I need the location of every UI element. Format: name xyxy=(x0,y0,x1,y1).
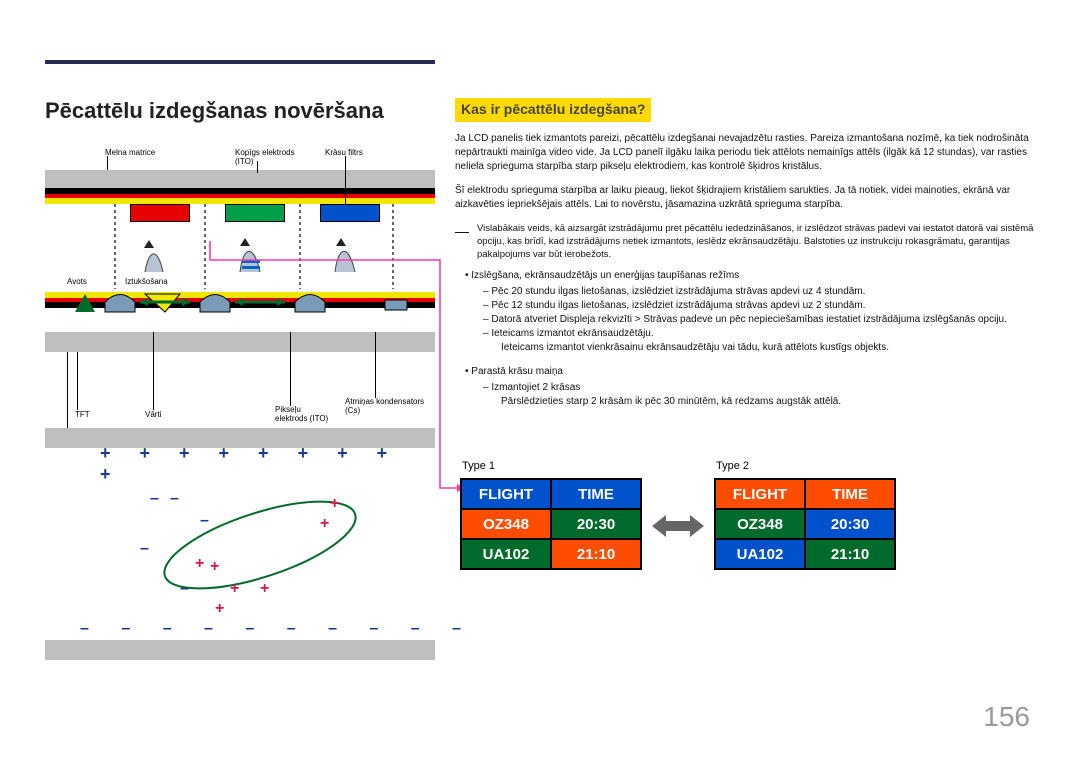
table-cell: UA102 xyxy=(715,539,805,569)
top-bar xyxy=(45,60,435,64)
charge-plus: + xyxy=(260,580,269,598)
type2-column: Type 2 FLIGHTTIMEOZ34820:30UA10221:10 xyxy=(714,460,896,570)
table-header-cell: TIME xyxy=(805,479,895,509)
bullet-1-s4b: Ieteicams izmantot vienkrāsainu ekrānsau… xyxy=(501,341,1035,355)
right-column: Kas ir pēcattēlu izdegšana? Ja LCD panel… xyxy=(455,98,1035,409)
table-header-cell: FLIGHT xyxy=(715,479,805,509)
table-cell: OZ348 xyxy=(715,509,805,539)
charge-minus: – xyxy=(150,490,159,508)
pink-connector xyxy=(195,240,475,500)
charge-gray-bottom xyxy=(45,640,435,660)
page-title: Pēcattēlu izdegšanas novēršana xyxy=(45,98,435,124)
label-kopigs-elektrods: Kopīgs elektrods (ITO) xyxy=(235,148,295,166)
note-text: Vislabākais veids, kā aizsargāt izstrādā… xyxy=(477,222,1035,262)
bullet-2-s1b: Pārslēdzieties starp 2 krāsām ik pēc 30 … xyxy=(501,395,1035,409)
label-tft: TFT xyxy=(75,410,90,419)
table-cell: UA102 xyxy=(461,539,551,569)
type2-label: Type 2 xyxy=(716,460,749,472)
table-cell: 20:30 xyxy=(805,509,895,539)
charge-plus: + xyxy=(210,558,219,576)
table-cell: 20:30 xyxy=(551,509,641,539)
table-cell: OZ348 xyxy=(461,509,551,539)
bullet-1-s3: Datorā atveriet Displeja rekvizīti > Str… xyxy=(483,313,1035,327)
type1-column: Type 1 FLIGHTTIMEOZ34820:30UA10221:10 xyxy=(460,460,642,570)
table-cell: 21:10 xyxy=(805,539,895,569)
charge-minus: – xyxy=(140,540,149,558)
swap-arrow xyxy=(642,478,714,574)
bullet-1-s4: Ieteicams izmantot ekrānsaudzētāju. xyxy=(483,327,1035,341)
para2: Šī elektrodu sprieguma starpība ar laiku… xyxy=(455,184,1035,212)
label-iztuksosana: Iztukšošana xyxy=(125,277,168,286)
bullet-1-s1: Pēc 20 stundu ilgas lietošanas, izslēdzi… xyxy=(483,285,1035,299)
bullet-2: Parastā krāsu maiņa xyxy=(465,365,1035,379)
page-number: 156 xyxy=(983,701,1030,733)
label-krasu-filtrs: Krāsu filtrs xyxy=(325,148,363,157)
note-dash-icon: ― xyxy=(455,222,469,262)
section-heading: Kas ir pēcattēlu izdegšana? xyxy=(455,98,651,122)
label-avots: Avots xyxy=(67,277,87,286)
bullet-1-s2: Pēc 12 stundu ilgas lietošanas, izslēdzi… xyxy=(483,299,1035,313)
type1-label: Type 1 xyxy=(462,460,495,472)
bullet-2-s1: Izmantojiet 2 krāsas xyxy=(483,381,1035,395)
top-gray-layer xyxy=(45,170,435,188)
para1: Ja LCD panelis tiek izmantots pareizi, p… xyxy=(455,132,1035,174)
type-tables: Type 1 FLIGHTTIMEOZ34820:30UA10221:10 Ty… xyxy=(460,460,896,574)
label-melna-matrice: Melna matrice xyxy=(105,148,155,157)
table-header-cell: FLIGHT xyxy=(461,479,551,509)
charge-minus: – xyxy=(180,580,189,598)
double-arrow-icon xyxy=(652,511,704,541)
charge-minus: – xyxy=(170,490,179,508)
table-cell: 21:10 xyxy=(551,539,641,569)
charge-plus: + xyxy=(320,515,329,533)
bullet-list: Izslēgšana, ekrānsaudzētājs un enerģijas… xyxy=(465,269,1035,409)
label-varti: Vārti xyxy=(145,410,161,419)
charge-plus: + xyxy=(215,600,224,618)
type2-table: FLIGHTTIMEOZ34820:30UA10221:10 xyxy=(714,478,896,570)
type1-table: FLIGHTTIMEOZ34820:30UA10221:10 xyxy=(460,478,642,570)
charge-plus: + xyxy=(230,580,239,598)
charge-plus: + xyxy=(195,555,204,573)
minus-row: – – – – – – – – – – xyxy=(80,620,475,638)
table-header-cell: TIME xyxy=(551,479,641,509)
charge-minus: – xyxy=(200,512,209,530)
note-box: ― Vislabākais veids, kā aizsargāt izstrā… xyxy=(455,222,1035,262)
bullet-1: Izslēgšana, ekrānsaudzētājs un enerģijas… xyxy=(465,269,1035,283)
